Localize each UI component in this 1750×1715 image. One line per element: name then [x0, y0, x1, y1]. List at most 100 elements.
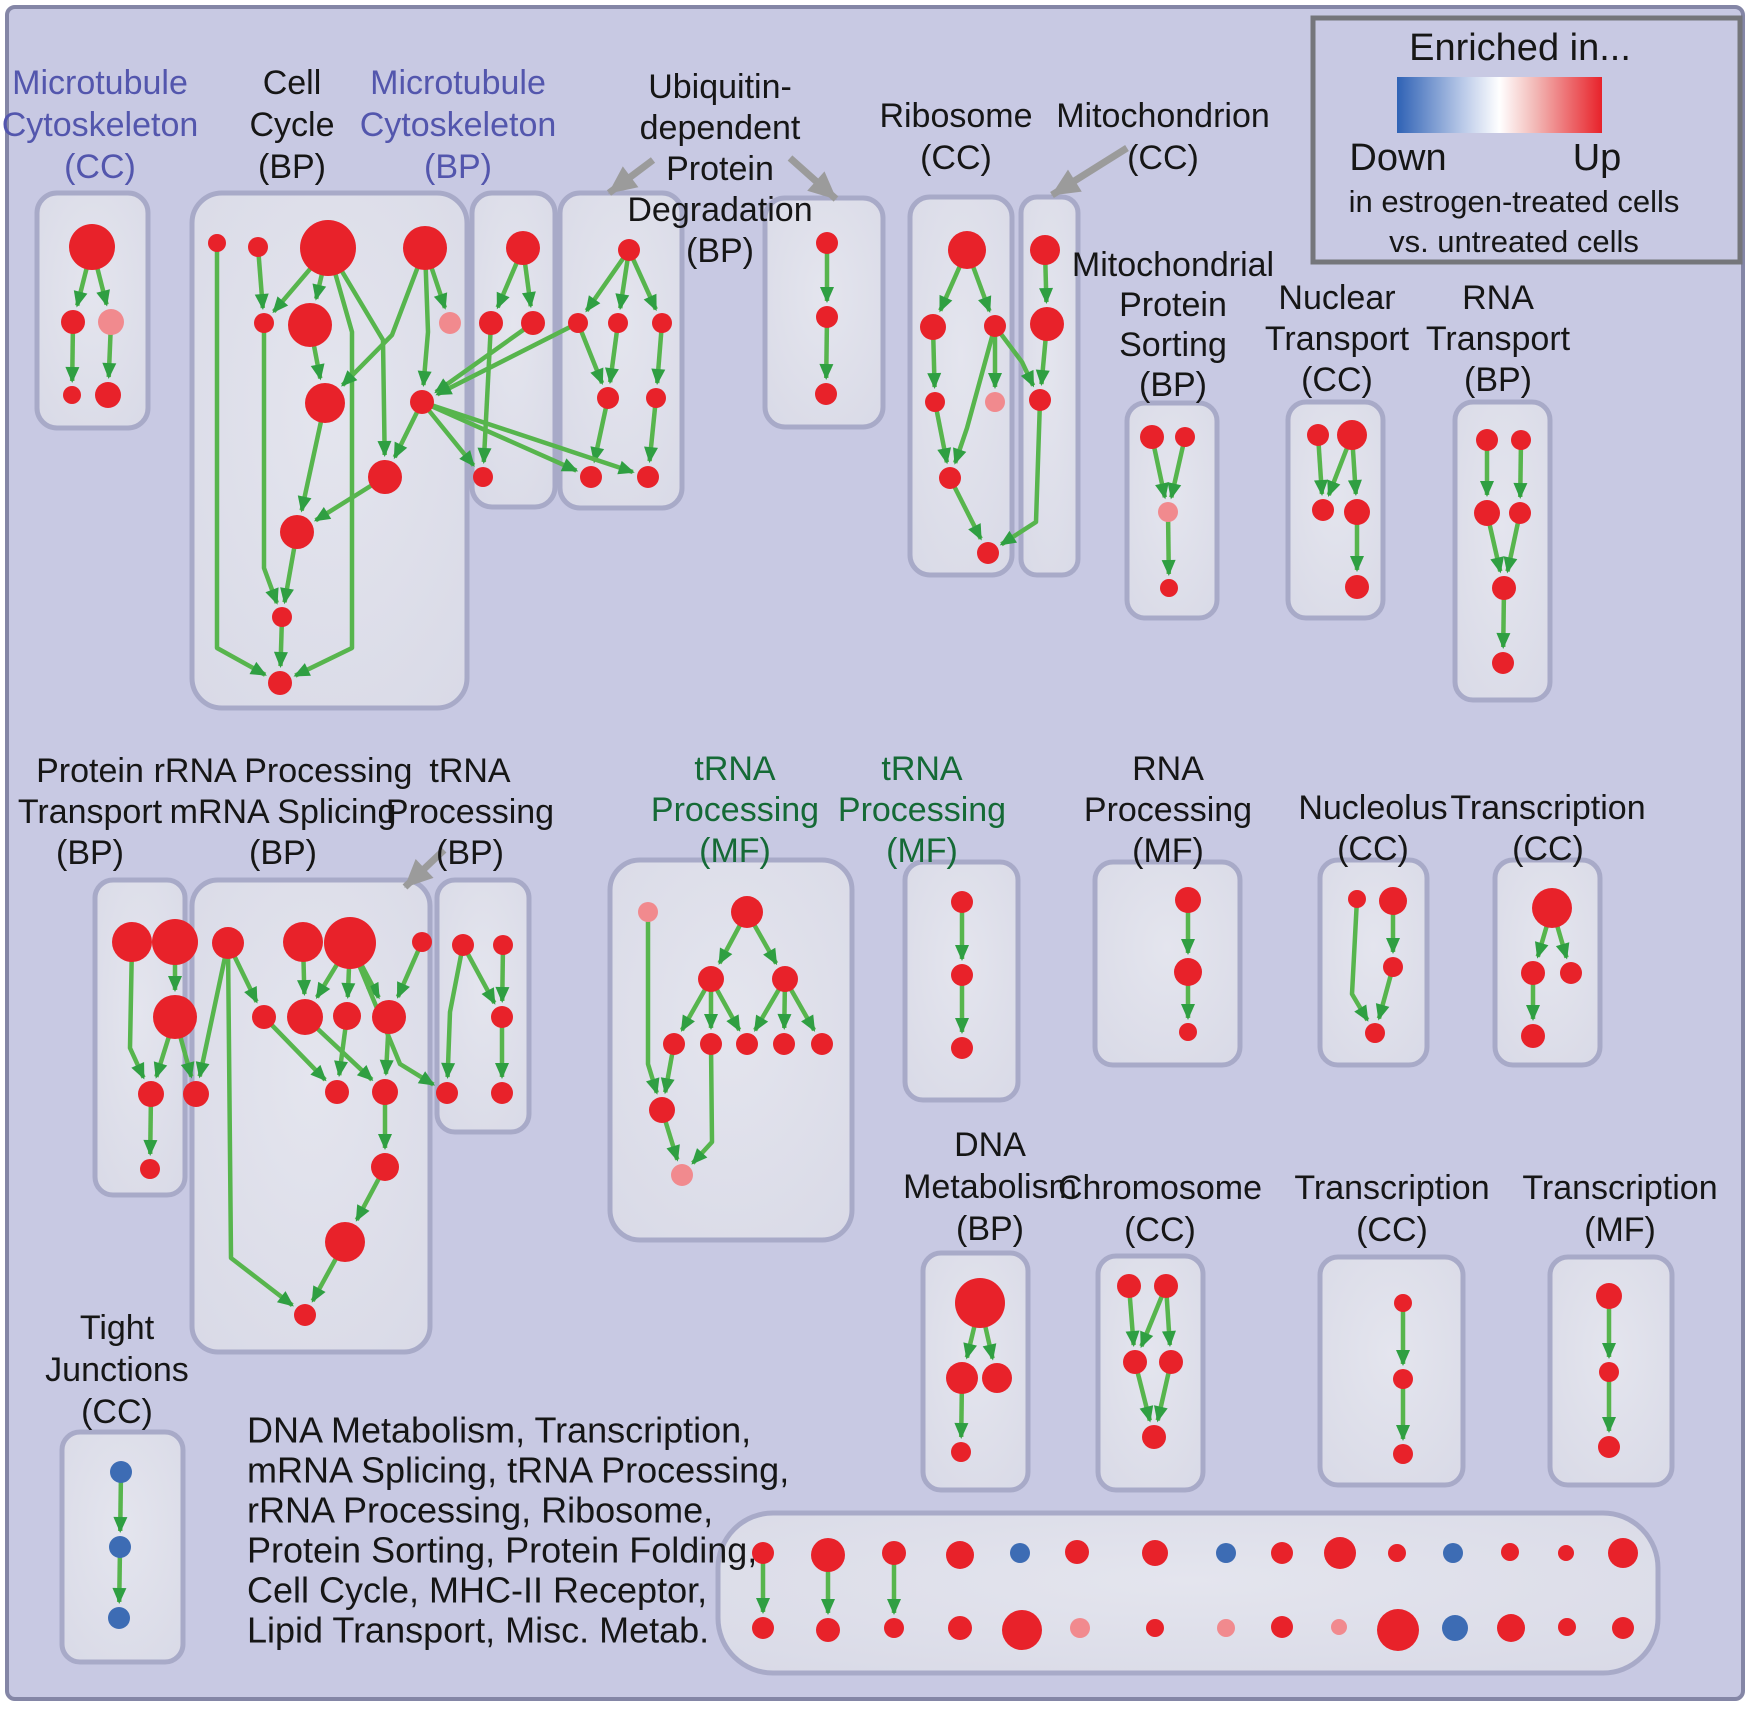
cluster-label-rna-processing-mf: RNA — [1132, 750, 1204, 788]
edge-arrow — [420, 400, 476, 467]
go-term-node-up — [736, 1033, 758, 1055]
go-term-node-up — [325, 1080, 349, 1104]
go-term-node-up — [325, 1222, 365, 1262]
cluster-label-rna-transport-bp: RNA — [1462, 279, 1534, 317]
cluster-label-trna-processing-mf-1: tRNA — [694, 750, 776, 788]
go-term-node-up — [1377, 1609, 1419, 1651]
go-term-node-down — [1216, 1543, 1236, 1563]
cluster-label-mitochondrial-protein-sorting-bp: Mitochondrial — [1072, 246, 1274, 284]
misc-cluster-list-line: Lipid Transport, Misc. Metab. — [247, 1610, 709, 1651]
misc-cluster-list-line: DNA Metabolism, Transcription, — [247, 1410, 751, 1451]
box-rna-processing-mf — [1092, 859, 1243, 1068]
box-ribosome-cc — [907, 194, 1015, 578]
cluster-label-rna-processing-mf: Processing — [1084, 791, 1252, 829]
go-term-node-up — [951, 1037, 973, 1059]
edge-arrow — [1161, 511, 1176, 577]
cluster-label-rrna-mrna-bp: mRNA Splicing — [170, 793, 397, 831]
edge-arrow — [261, 323, 279, 605]
cluster-label-microtubule-cytoskeleton-cc: Microtubule — [12, 64, 188, 102]
go-term-node-up — [951, 891, 973, 913]
go-term-node-up — [1560, 962, 1582, 984]
go-term-node-up — [1160, 579, 1178, 597]
go-term-node-up — [1558, 1545, 1574, 1561]
cluster-label-trna-processing-mf-2: (MF) — [886, 832, 958, 870]
go-term-node-up — [208, 234, 226, 252]
go-term-node-up — [772, 966, 798, 992]
cluster-label-trna-processing-bp: Processing — [386, 793, 554, 831]
go-term-node-up — [479, 311, 503, 335]
go-term-node-up — [1030, 235, 1060, 265]
go-term-node-up — [946, 1541, 974, 1569]
go-term-node-up — [1348, 890, 1366, 908]
cluster-label-rrna-mrna-bp: rRNA Processing — [154, 752, 413, 790]
go-term-node-up — [152, 919, 198, 965]
cluster-label-nucleolus-cc: (CC) — [1337, 830, 1409, 868]
edge-arrow — [645, 912, 660, 1095]
go-term-node-up — [816, 306, 838, 328]
go-term-node-up — [946, 1362, 978, 1394]
edge-arrow — [262, 1015, 327, 1082]
go-term-node-up — [948, 1616, 972, 1640]
cluster-label-transcription-mf: Transcription — [1522, 1169, 1717, 1207]
go-term-node-up — [1029, 389, 1051, 411]
go-term-node-up — [1030, 307, 1064, 341]
box-chromosome — [1095, 1253, 1206, 1493]
go-term-node-up — [752, 1542, 774, 1564]
legend-title: Enriched in... — [1409, 27, 1631, 69]
go-term-node-up — [1365, 1023, 1385, 1043]
go-term-node-up — [112, 922, 152, 962]
legend-box — [1310, 15, 1743, 265]
edge-arrow — [1167, 436, 1188, 500]
cluster-label-cell-cycle-bp: (BP) — [258, 148, 326, 186]
go-term-node-up — [403, 226, 447, 270]
edge-arrow — [477, 322, 494, 465]
box-transcription-cc-top — [1492, 857, 1603, 1068]
go-term-node-up — [473, 467, 493, 487]
cluster-label-cell-cycle-bp: Cycle — [249, 106, 334, 144]
legend-down-label: Down — [1349, 137, 1446, 179]
cluster-label-mitochondrial-protein-sorting-bp: Sorting — [1119, 326, 1227, 364]
edge-arrow — [575, 322, 605, 386]
go-term-node-up — [816, 1618, 840, 1642]
go-term-node-up — [811, 1538, 845, 1572]
go-term-node-up — [618, 239, 640, 261]
go-term-node-up — [521, 311, 545, 335]
go-term-node-up — [977, 542, 999, 564]
cluster-label-ribosome-cc: (CC) — [920, 139, 992, 177]
go-term-node-up — [951, 964, 973, 986]
edge-arrow — [254, 246, 269, 311]
cluster-label-trna-processing-mf-1: Processing — [651, 791, 819, 829]
go-term-node-up — [305, 383, 345, 423]
go-term-node-up — [491, 1006, 513, 1028]
go-term-node-up — [984, 315, 1006, 337]
box-transcription-cc-bottom — [1317, 1254, 1466, 1488]
edge-arrow — [999, 399, 1043, 547]
go-term-node-up — [140, 1159, 160, 1179]
pointer-trna-bp — [402, 847, 447, 890]
cluster-label-rna-processing-mf: (MF) — [1132, 832, 1204, 870]
go-term-node-up — [268, 671, 292, 695]
go-term-node-up — [982, 1363, 1012, 1393]
go-term-node-up — [1558, 1618, 1576, 1636]
cluster-label-ubiquitin-dependent-bp: Protein — [666, 150, 774, 188]
cluster-label-microtubule-cytoskeleton-bp: (BP) — [424, 148, 492, 186]
cluster-label-dna-metabolism-bp: (BP) — [956, 1210, 1024, 1248]
edge-arrow — [691, 1043, 715, 1165]
go-term-node-up — [1117, 1274, 1141, 1298]
legend: Enriched in... Down Up in estrogen-treated … — [1310, 15, 1743, 265]
go-term-node-up — [212, 927, 244, 959]
cluster-label-trna-processing-mf-2: Processing — [838, 791, 1006, 829]
cluster-label-nucleolus-cc: Nucleolus — [1298, 789, 1447, 827]
legend-subtitle-1: in estrogen-treated cells — [1349, 184, 1680, 219]
go-term-node-up — [372, 1079, 398, 1105]
edge-arrow — [953, 325, 998, 465]
go-term-node-up — [1175, 427, 1195, 447]
go-term-node-up — [1174, 958, 1202, 986]
go-term-node-up — [646, 388, 666, 408]
go-term-node-up — [939, 467, 961, 489]
box-misc-clusters — [715, 1510, 1661, 1676]
go-term-node-up — [1344, 499, 1370, 525]
go-term-node-up — [1154, 1274, 1178, 1298]
